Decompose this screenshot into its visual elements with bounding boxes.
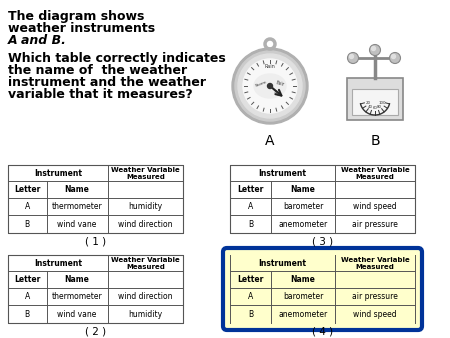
Text: A: A bbox=[25, 292, 30, 301]
Text: Name: Name bbox=[291, 275, 315, 284]
Circle shape bbox=[390, 52, 400, 64]
Text: anemometer: anemometer bbox=[279, 310, 328, 319]
Text: wind speed: wind speed bbox=[353, 202, 397, 211]
Text: anemometer: anemometer bbox=[279, 220, 328, 229]
Text: Letter: Letter bbox=[237, 275, 264, 284]
Text: Weather Variable
Measured: Weather Variable Measured bbox=[341, 257, 410, 270]
Text: instrument and the weather: instrument and the weather bbox=[8, 76, 206, 89]
Text: A: A bbox=[248, 292, 253, 301]
Text: 40: 40 bbox=[368, 105, 373, 109]
Text: A: A bbox=[265, 134, 275, 148]
Text: barometer: barometer bbox=[283, 202, 323, 211]
Text: A and B.: A and B. bbox=[8, 34, 67, 47]
Text: Instrument: Instrument bbox=[259, 169, 307, 178]
Text: ( 4 ): ( 4 ) bbox=[312, 327, 333, 337]
Text: B: B bbox=[370, 134, 380, 148]
Circle shape bbox=[267, 83, 273, 89]
Text: Which table correctly indicates: Which table correctly indicates bbox=[8, 52, 226, 65]
Text: A: A bbox=[25, 202, 30, 211]
Circle shape bbox=[347, 52, 359, 64]
FancyBboxPatch shape bbox=[230, 165, 415, 233]
Text: Letter: Letter bbox=[237, 185, 264, 194]
Text: variable that it measures?: variable that it measures? bbox=[8, 88, 193, 101]
Text: Rain: Rain bbox=[265, 64, 275, 69]
Text: the name of  the weather: the name of the weather bbox=[8, 64, 187, 77]
Circle shape bbox=[392, 54, 396, 58]
Text: wind vane: wind vane bbox=[58, 310, 97, 319]
Text: B: B bbox=[25, 220, 30, 229]
Text: Weather Variable
Measured: Weather Variable Measured bbox=[111, 257, 180, 270]
Text: humidity: humidity bbox=[128, 310, 162, 319]
Text: Letter: Letter bbox=[14, 185, 40, 194]
Text: 60: 60 bbox=[373, 106, 378, 110]
Text: Name: Name bbox=[65, 185, 90, 194]
Text: Dry: Dry bbox=[273, 89, 281, 97]
Text: Instrument: Instrument bbox=[34, 169, 82, 178]
Text: air pressure: air pressure bbox=[352, 220, 398, 229]
Text: B: B bbox=[25, 310, 30, 319]
FancyBboxPatch shape bbox=[352, 89, 398, 115]
Ellipse shape bbox=[254, 74, 286, 98]
FancyBboxPatch shape bbox=[347, 78, 403, 120]
Text: 20: 20 bbox=[365, 101, 370, 105]
Text: Weather Variable
Measured: Weather Variable Measured bbox=[341, 167, 410, 180]
Circle shape bbox=[235, 51, 305, 121]
Text: Instrument: Instrument bbox=[34, 259, 82, 268]
Text: ( 3 ): ( 3 ) bbox=[312, 237, 333, 247]
Circle shape bbox=[350, 54, 354, 58]
Circle shape bbox=[232, 48, 308, 124]
Text: barometer: barometer bbox=[283, 292, 323, 301]
Text: air pressure: air pressure bbox=[352, 292, 398, 301]
Text: wind vane: wind vane bbox=[58, 220, 97, 229]
Text: Instrument: Instrument bbox=[259, 259, 307, 268]
Text: thermometer: thermometer bbox=[52, 202, 103, 211]
Text: wind direction: wind direction bbox=[118, 220, 173, 229]
Text: humidity: humidity bbox=[128, 202, 162, 211]
Text: wind speed: wind speed bbox=[353, 310, 397, 319]
Text: B: B bbox=[248, 220, 253, 229]
FancyBboxPatch shape bbox=[8, 255, 183, 323]
Text: 80: 80 bbox=[377, 105, 382, 109]
Text: Storm: Storm bbox=[254, 80, 268, 88]
FancyBboxPatch shape bbox=[8, 165, 183, 233]
Text: Name: Name bbox=[65, 275, 90, 284]
Text: 100: 100 bbox=[378, 101, 386, 105]
Text: The diagram shows: The diagram shows bbox=[8, 10, 144, 23]
Circle shape bbox=[369, 45, 381, 55]
Text: ( 2 ): ( 2 ) bbox=[85, 327, 106, 337]
Text: B: B bbox=[248, 310, 253, 319]
Text: thermometer: thermometer bbox=[52, 292, 103, 301]
Circle shape bbox=[372, 47, 375, 50]
Text: Weather Variable
Measured: Weather Variable Measured bbox=[111, 167, 180, 180]
Text: Letter: Letter bbox=[14, 275, 40, 284]
Text: weather instruments: weather instruments bbox=[8, 22, 155, 35]
Circle shape bbox=[243, 59, 297, 113]
Text: wind direction: wind direction bbox=[118, 292, 173, 301]
Text: A: A bbox=[248, 202, 253, 211]
Text: ( 1 ): ( 1 ) bbox=[85, 237, 106, 247]
Text: Name: Name bbox=[291, 185, 315, 194]
Circle shape bbox=[238, 54, 302, 118]
FancyBboxPatch shape bbox=[223, 248, 422, 330]
Text: Fair: Fair bbox=[275, 80, 285, 88]
